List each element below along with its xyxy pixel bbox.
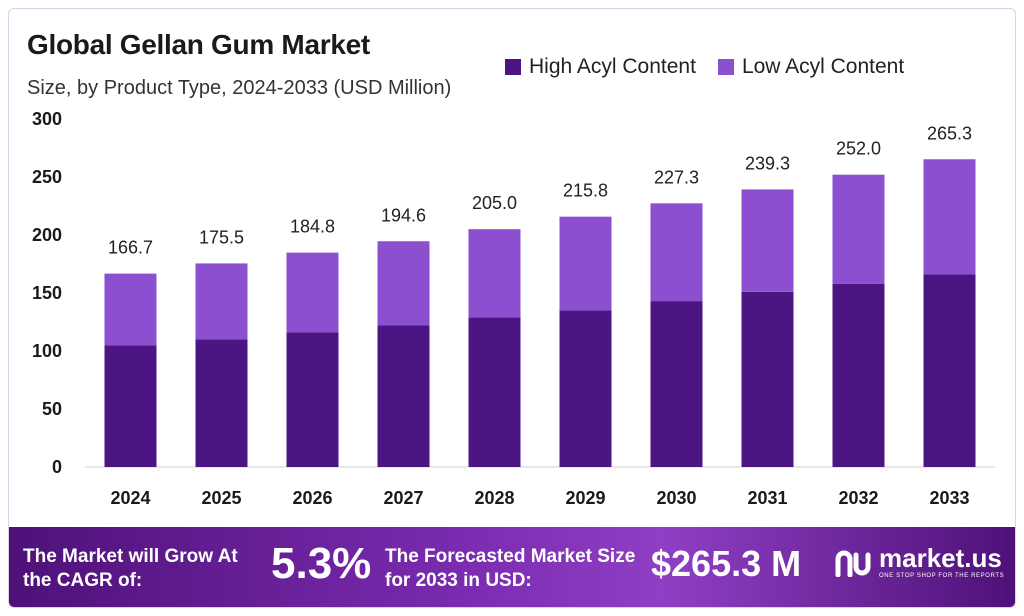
bar-high-acyl-2024 (104, 345, 157, 467)
y-tick-label: 300 (32, 109, 62, 129)
forecast-value: $265.3 M (651, 543, 802, 584)
x-tick-label-2026: 2026 (292, 488, 332, 508)
y-tick-label: 200 (32, 225, 62, 245)
data-label-2028: 205.0 (472, 193, 517, 213)
y-tick-label: 0 (52, 457, 62, 477)
cagr-value: 5.3% (271, 539, 372, 588)
x-tick-label-2024: 2024 (110, 488, 150, 508)
bar-high-acyl-2030 (650, 301, 703, 467)
footer-banner: The Market will Grow At the CAGR of: 5.3… (9, 527, 1015, 607)
bar-high-acyl-2026 (286, 332, 339, 467)
data-label-2029: 215.8 (563, 181, 608, 201)
data-label-2033: 265.3 (927, 123, 972, 143)
bar-low-acyl-2029 (559, 216, 612, 311)
brand-name: market.us (879, 543, 1002, 573)
bar-low-acyl-2028 (468, 229, 521, 318)
data-label-2032: 252.0 (836, 139, 881, 159)
bar-low-acyl-2030 (650, 203, 703, 302)
bar-low-acyl-2033 (923, 159, 976, 275)
brand-tagline: ONE STOP SHOP FOR THE REPORTS (879, 573, 1005, 579)
y-tick-label: 150 (32, 283, 62, 303)
x-tick-label-2025: 2025 (201, 488, 241, 508)
x-tick-label-2029: 2029 (565, 488, 605, 508)
y-tick-label: 250 (32, 167, 62, 187)
legend-item-low-acyl: Low Acyl Content (717, 55, 905, 79)
legend-swatch-low-acyl (717, 59, 734, 75)
bar-high-acyl-2028 (468, 317, 521, 467)
legend-item-high-acyl: High Acyl Content (505, 55, 696, 79)
bar-high-acyl-2033 (923, 274, 976, 467)
bar-high-acyl-2031 (741, 291, 794, 467)
cagr-label: The Market will Grow At the CAGR of: (23, 546, 238, 591)
y-tick-label: 50 (42, 399, 62, 419)
bar-low-acyl-2026 (286, 252, 339, 333)
data-label-2025: 175.5 (199, 227, 244, 247)
x-tick-label-2030: 2030 (656, 488, 696, 508)
x-tick-label-2033: 2033 (929, 488, 969, 508)
bar-high-acyl-2025 (195, 339, 248, 467)
bar-low-acyl-2032 (832, 174, 885, 284)
legend-label-high-acyl: High Acyl Content (529, 55, 696, 78)
brand-logo-icon (835, 547, 871, 578)
bar-low-acyl-2024 (104, 273, 157, 346)
bar-high-acyl-2029 (559, 310, 612, 467)
x-tick-label-2031: 2031 (747, 488, 787, 508)
x-tick-label-2027: 2027 (383, 488, 423, 508)
data-label-2024: 166.7 (108, 238, 153, 258)
legend: High Acyl Content Low Acyl Content (505, 55, 926, 79)
chart-title: Global Gellan Gum Market (27, 29, 370, 60)
bar-low-acyl-2025 (195, 263, 248, 340)
bar-low-acyl-2031 (741, 189, 794, 292)
legend-swatch-high-acyl (505, 59, 521, 75)
legend-label-low-acyl: Low Acyl Content (741, 55, 905, 78)
data-label-2031: 239.3 (745, 153, 790, 173)
x-tick-label-2028: 2028 (474, 488, 514, 508)
x-tick-label-2032: 2032 (838, 488, 878, 508)
forecast-label: The Forecasted Market Size for 2033 in U… (385, 546, 636, 591)
data-label-2030: 227.3 (654, 167, 699, 187)
chart-card: Global Gellan Gum Market Size, by Produc… (8, 8, 1016, 608)
bar-low-acyl-2027 (377, 241, 430, 326)
data-label-2027: 194.6 (381, 205, 426, 225)
bar-chart: 0 50 100 150 200 250 300 166.7 2024 175.5 2025 184.… (32, 109, 995, 508)
data-label-2026: 184.8 (290, 217, 335, 237)
chart-subtitle: Size, by Product Type, 2024-2033 (USD Mi… (27, 77, 452, 99)
bar-high-acyl-2032 (832, 283, 885, 467)
y-tick-label: 100 (32, 341, 62, 361)
bar-high-acyl-2027 (377, 325, 430, 467)
brand-logo: market.us ONE STOP SHOP FOR THE REPORTS (835, 545, 1004, 579)
